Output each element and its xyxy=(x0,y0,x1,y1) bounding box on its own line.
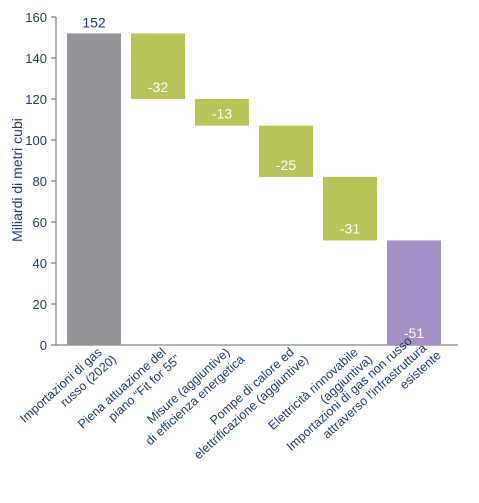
value-label: -32 xyxy=(148,79,168,95)
bar xyxy=(131,33,185,99)
y-tick-label: 60 xyxy=(33,215,47,230)
bar xyxy=(323,176,377,241)
x-tick-label: Importazioni di gasrusso (2020) xyxy=(17,341,119,437)
bar xyxy=(195,99,249,126)
y-tick-label: 160 xyxy=(25,10,47,25)
value-label: -13 xyxy=(212,106,232,122)
bar xyxy=(67,33,121,346)
y-tick-label: 0 xyxy=(40,338,47,353)
bar xyxy=(259,125,313,177)
y-tick-label: 120 xyxy=(25,92,47,107)
y-tick-label: 100 xyxy=(25,133,47,148)
value-label: -25 xyxy=(276,157,296,173)
value-label: -51 xyxy=(404,325,424,341)
y-tick-label: 40 xyxy=(33,256,47,271)
value-label: 152 xyxy=(82,14,106,30)
bar xyxy=(387,240,441,345)
y-tick-label: 140 xyxy=(25,51,47,66)
y-axis-title: Miliardi di metri cubi xyxy=(9,118,25,242)
y-tick-label: 20 xyxy=(33,297,47,312)
value-label: -31 xyxy=(340,220,360,236)
y-tick-label: 80 xyxy=(33,174,47,189)
